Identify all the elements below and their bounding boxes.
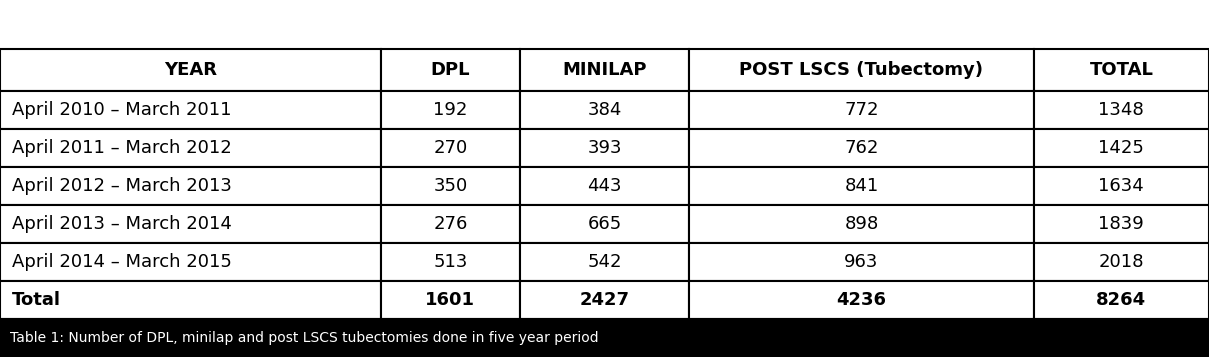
Text: 1348: 1348 xyxy=(1099,101,1144,119)
Bar xyxy=(689,167,1034,205)
Bar xyxy=(689,281,1034,319)
Bar xyxy=(1034,281,1209,319)
Bar xyxy=(0,91,381,129)
Bar xyxy=(689,205,1034,243)
Bar xyxy=(1034,243,1209,281)
Bar xyxy=(520,167,689,205)
Text: 8264: 8264 xyxy=(1097,291,1146,309)
Bar xyxy=(520,49,689,91)
Bar xyxy=(1034,205,1209,243)
Text: 898: 898 xyxy=(844,215,879,233)
Text: 443: 443 xyxy=(588,177,621,195)
Bar xyxy=(381,167,520,205)
Text: 1601: 1601 xyxy=(426,291,475,309)
Text: 270: 270 xyxy=(433,139,468,157)
Bar xyxy=(0,49,381,91)
Bar xyxy=(381,129,520,167)
Bar xyxy=(381,281,520,319)
Bar xyxy=(1034,49,1209,91)
Bar xyxy=(381,205,520,243)
Text: 393: 393 xyxy=(588,139,621,157)
Bar xyxy=(0,129,381,167)
Text: 841: 841 xyxy=(844,177,879,195)
Bar xyxy=(520,205,689,243)
Text: YEAR: YEAR xyxy=(164,61,216,79)
Bar xyxy=(520,91,689,129)
Bar xyxy=(1034,91,1209,129)
Bar xyxy=(689,243,1034,281)
Text: 963: 963 xyxy=(844,253,879,271)
Text: 350: 350 xyxy=(433,177,468,195)
Text: DPL: DPL xyxy=(430,61,470,79)
Bar xyxy=(0,281,381,319)
Text: 772: 772 xyxy=(844,101,879,119)
Text: 1425: 1425 xyxy=(1099,139,1144,157)
Text: April 2010 – March 2011: April 2010 – March 2011 xyxy=(12,101,232,119)
Text: 665: 665 xyxy=(588,215,621,233)
Text: Table 1: Number of DPL, minilap and post LSCS tubectomies done in five year peri: Table 1: Number of DPL, minilap and post… xyxy=(10,331,598,345)
Bar xyxy=(689,129,1034,167)
Text: 1839: 1839 xyxy=(1099,215,1144,233)
Text: 192: 192 xyxy=(433,101,468,119)
Text: April 2011 – March 2012: April 2011 – March 2012 xyxy=(12,139,232,157)
Bar xyxy=(689,91,1034,129)
Bar xyxy=(381,91,520,129)
Bar xyxy=(520,243,689,281)
Bar xyxy=(520,129,689,167)
Text: 513: 513 xyxy=(433,253,468,271)
Bar xyxy=(520,281,689,319)
Bar xyxy=(381,49,520,91)
Bar xyxy=(381,243,520,281)
Bar xyxy=(1034,129,1209,167)
Text: April 2013 – March 2014: April 2013 – March 2014 xyxy=(12,215,232,233)
Text: TOTAL: TOTAL xyxy=(1089,61,1153,79)
Bar xyxy=(0,205,381,243)
Bar xyxy=(0,243,381,281)
Text: 384: 384 xyxy=(588,101,621,119)
Text: 762: 762 xyxy=(844,139,879,157)
Text: 276: 276 xyxy=(433,215,468,233)
Text: April 2014 – March 2015: April 2014 – March 2015 xyxy=(12,253,232,271)
Text: Total: Total xyxy=(12,291,62,309)
Text: 2018: 2018 xyxy=(1099,253,1144,271)
Bar xyxy=(689,49,1034,91)
Text: POST LSCS (Tubectomy): POST LSCS (Tubectomy) xyxy=(740,61,983,79)
Text: 4236: 4236 xyxy=(837,291,886,309)
Text: April 2012 – March 2013: April 2012 – March 2013 xyxy=(12,177,232,195)
Text: 542: 542 xyxy=(588,253,621,271)
Text: 2427: 2427 xyxy=(579,291,630,309)
Text: 1634: 1634 xyxy=(1099,177,1144,195)
Text: MINILAP: MINILAP xyxy=(562,61,647,79)
Bar xyxy=(1034,167,1209,205)
Bar xyxy=(0,167,381,205)
